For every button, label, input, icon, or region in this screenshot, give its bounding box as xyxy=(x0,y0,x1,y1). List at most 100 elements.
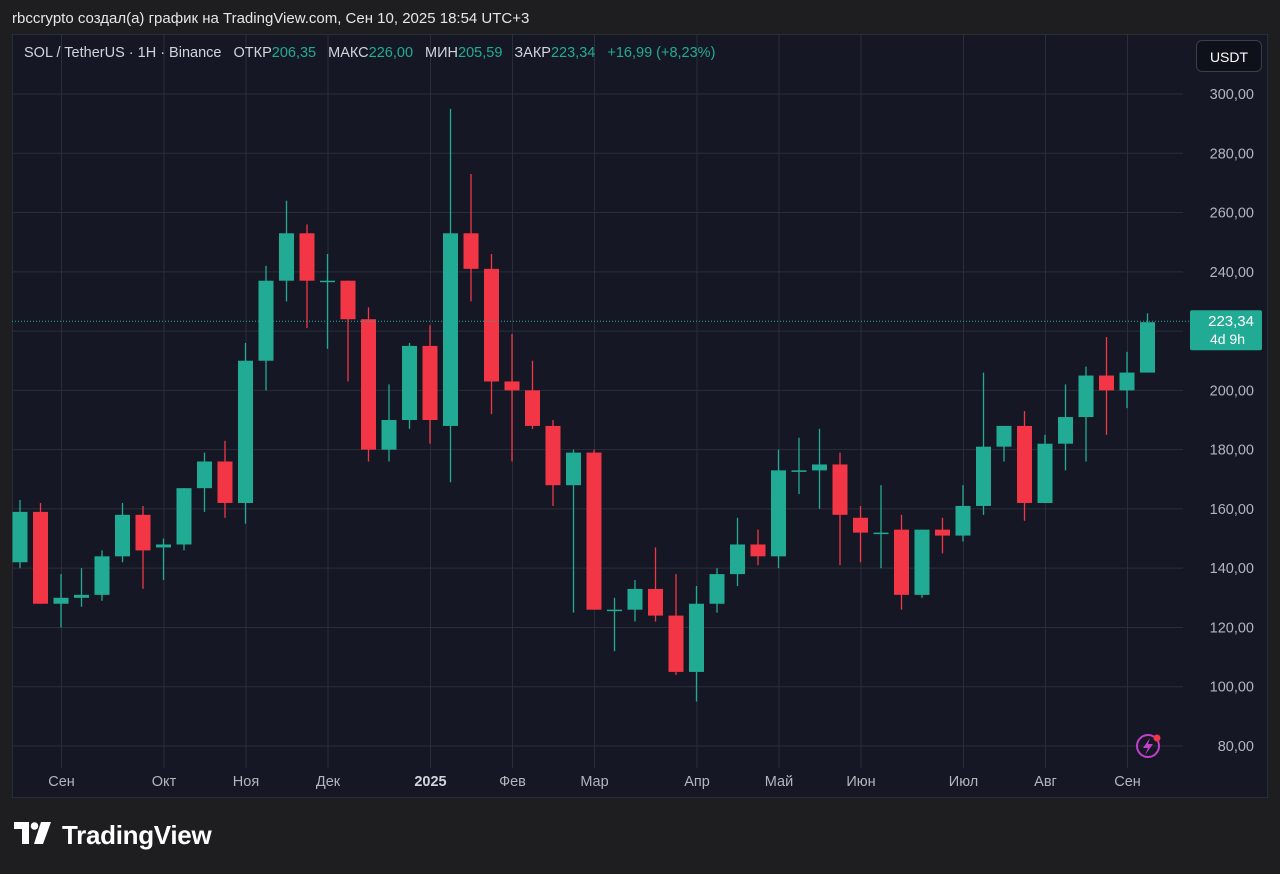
y-tick-label: 140,00 xyxy=(1210,561,1254,577)
close-value: 223,34 xyxy=(550,45,596,61)
candle-body xyxy=(586,452,602,610)
candle-body xyxy=(340,280,356,320)
candle-body xyxy=(443,233,458,426)
y-tick-label: 180,00 xyxy=(1210,443,1254,459)
candle-body xyxy=(504,381,520,391)
candle-body xyxy=(484,268,499,382)
x-tick-label: Авг xyxy=(1034,774,1057,790)
candle-body xyxy=(361,319,376,450)
candle-body xyxy=(914,529,930,595)
candle-body xyxy=(730,544,745,575)
candle-body xyxy=(832,464,848,515)
x-tick-label: Июн xyxy=(846,774,875,790)
chart-author-header: rbccrypto создал(а) график на TradingVie… xyxy=(12,10,530,27)
candle-body xyxy=(381,420,397,450)
candle-body xyxy=(1078,375,1094,418)
close-label: ЗАКР xyxy=(514,45,551,61)
lightning-icon[interactable] xyxy=(1136,734,1161,758)
candle-body xyxy=(176,488,192,545)
candle-body xyxy=(812,464,827,471)
y-tick-label: 160,00 xyxy=(1210,502,1254,518)
candle-body xyxy=(74,594,89,598)
candle-body xyxy=(996,425,1012,447)
candle-body xyxy=(771,470,786,557)
x-tick-label: 2025 xyxy=(414,774,446,790)
candle-body xyxy=(668,615,684,672)
price-tag-countdown: 4d 9h xyxy=(1210,331,1245,347)
candle-body xyxy=(12,511,28,563)
candle-body xyxy=(750,544,766,557)
candle-body xyxy=(627,588,643,610)
y-tick-label: 300,00 xyxy=(1210,87,1254,103)
high-label: МАКС xyxy=(328,45,369,61)
candle-body xyxy=(33,511,48,604)
candle-body xyxy=(607,609,622,612)
y-tick-label: 100,00 xyxy=(1210,680,1254,696)
x-tick-label: Мар xyxy=(580,774,608,790)
candle-body xyxy=(791,470,807,472)
low-label: МИН xyxy=(425,45,459,61)
brand-name: TradingView xyxy=(62,820,212,850)
symbol-name[interactable]: SOL / TetherUS · 1Н · Binance xyxy=(24,45,222,61)
high-value: 226,00 xyxy=(368,45,414,61)
y-tick-label: 240,00 xyxy=(1210,265,1254,281)
change-value: +16,99 (+8,23%) xyxy=(607,45,716,61)
x-tick-label: Апр xyxy=(684,774,710,790)
candle-body xyxy=(135,514,151,551)
candle-body xyxy=(525,390,540,426)
candle-body xyxy=(566,452,581,486)
candle-body xyxy=(1099,375,1114,391)
candle-body xyxy=(1037,443,1053,503)
candle-body xyxy=(463,233,479,269)
open-label: ОТКР xyxy=(233,45,272,61)
candle-body xyxy=(53,597,69,604)
candle-body xyxy=(894,529,909,595)
candle-body xyxy=(94,556,110,595)
candle-body xyxy=(217,461,233,503)
candle-body xyxy=(299,233,315,281)
candle-body xyxy=(1119,372,1135,391)
candle-body xyxy=(238,360,253,503)
candle-body xyxy=(422,345,438,420)
x-tick-label: Окт xyxy=(152,774,177,790)
candle-body xyxy=(935,529,950,536)
y-tick-label: 260,00 xyxy=(1210,206,1254,222)
candle-body xyxy=(976,446,991,506)
y-tick-label: 280,00 xyxy=(1210,146,1254,162)
candle-body xyxy=(853,517,868,533)
candle-body xyxy=(197,461,212,489)
x-tick-label: Фев xyxy=(499,774,526,790)
candle-body xyxy=(1058,417,1073,444)
y-tick-label: 80,00 xyxy=(1218,739,1254,755)
candle-body xyxy=(648,588,663,616)
x-tick-label: Ноя xyxy=(233,774,259,790)
candle-body xyxy=(402,345,417,420)
price-tag xyxy=(1190,310,1262,351)
x-tick-label: Июл xyxy=(949,774,978,790)
x-tick-label: Дек xyxy=(316,774,341,790)
x-tick-label: Сен xyxy=(1114,774,1141,790)
price-tag-value: 223,34 xyxy=(1208,313,1254,330)
y-tick-label: 120,00 xyxy=(1210,620,1254,636)
candle-body xyxy=(156,544,171,548)
x-tick-label: Май xyxy=(765,774,793,790)
candle-body xyxy=(258,280,274,361)
candle-body xyxy=(279,233,294,281)
candle-body xyxy=(545,425,561,486)
candle-body xyxy=(709,574,725,604)
symbol-legend: SOL / TetherUS · 1Н · Binance ОТКР206,35… xyxy=(24,45,715,61)
tradingview-logo[interactable]: TradingView xyxy=(14,820,212,851)
candle-body xyxy=(955,505,971,536)
open-value: 206,35 xyxy=(271,45,317,61)
tradingview-logo-icon xyxy=(14,820,52,851)
candle-body xyxy=(873,532,889,535)
candle-body xyxy=(115,514,130,557)
currency-button[interactable]: USDT xyxy=(1196,40,1262,72)
y-tick-label: 200,00 xyxy=(1210,383,1254,399)
chart-frame xyxy=(12,34,1268,798)
candle-body xyxy=(689,603,704,672)
candle-body xyxy=(1017,425,1032,503)
candle-body xyxy=(1140,322,1155,373)
low-value: 205,59 xyxy=(458,45,503,61)
